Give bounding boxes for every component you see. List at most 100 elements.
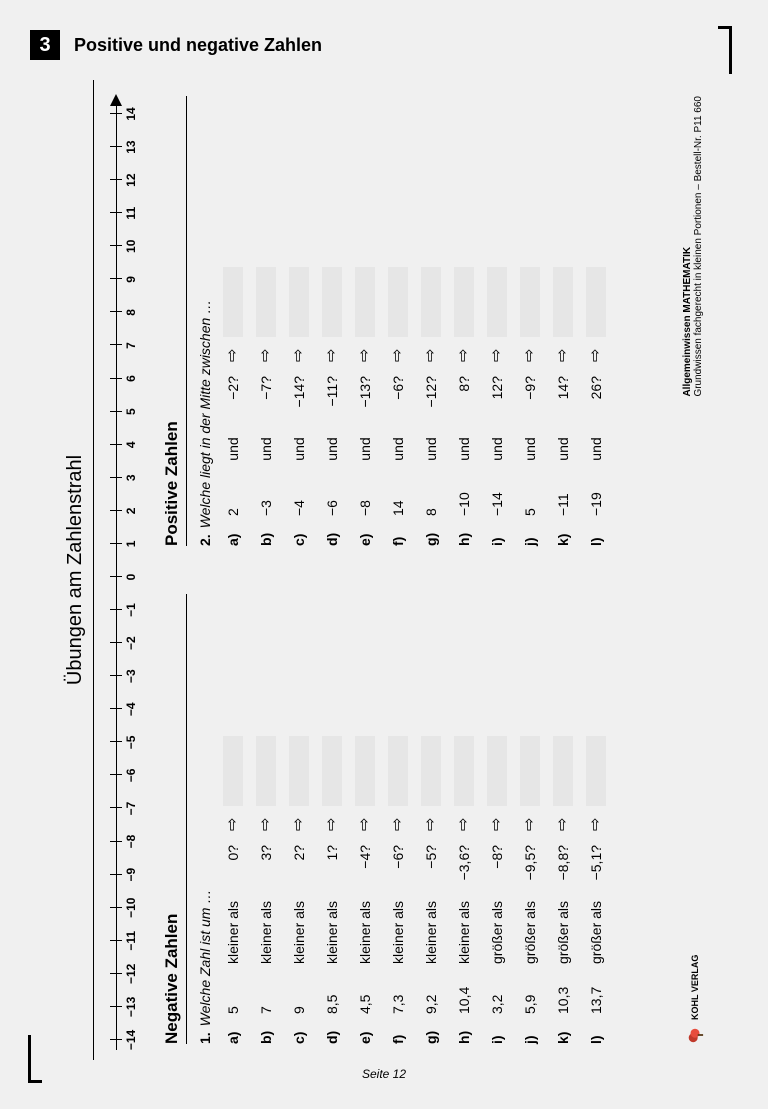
answer-blank <box>256 736 276 806</box>
arrow-right-icon: ⇨ <box>291 345 307 366</box>
number-line-label: 13 <box>124 140 138 153</box>
answer-blank <box>520 267 540 337</box>
row-value1: 7,3 <box>390 972 406 1014</box>
number-line-label: −9 <box>124 868 138 882</box>
answer-blank <box>520 736 540 806</box>
number-line-label: −7 <box>124 802 138 816</box>
answer-blank <box>586 267 606 337</box>
number-line-tick <box>110 1006 122 1007</box>
arrow-right-icon: ⇨ <box>258 345 274 366</box>
row-und: und <box>390 432 406 466</box>
number-line-tick <box>110 245 122 246</box>
number-line-tick <box>110 411 122 412</box>
row-relation: kleiner als <box>291 901 307 964</box>
row-label: e) <box>357 524 373 546</box>
answer-blank <box>355 267 375 337</box>
row-label: g) <box>423 1022 439 1044</box>
answer-blank <box>487 267 507 337</box>
row-und: und <box>357 432 373 466</box>
exercise-columns: Negative Zahlen 1.Welche Zahl ist um … a… <box>162 80 619 1060</box>
arrow-right-icon: ⇨ <box>423 814 439 835</box>
number-line-tick <box>110 741 122 742</box>
number-line-label: −1 <box>124 603 138 617</box>
exercise-row: h)10,4kleiner als−3,6?⇨ <box>454 594 474 1044</box>
row-value2: −8? <box>489 843 505 893</box>
row-value2: 2? <box>291 843 307 893</box>
question-text: Welche liegt in der Mitte zwischen … <box>197 300 213 529</box>
number-line-tick <box>110 510 122 511</box>
number-line-tick <box>110 609 122 610</box>
question-prompt: 2.Welche liegt in der Mitte zwischen … <box>197 96 213 546</box>
answer-blank <box>553 267 573 337</box>
row-label: e) <box>357 1022 373 1044</box>
answer-blank <box>322 736 342 806</box>
arrow-right-icon: ⇨ <box>291 814 307 835</box>
row-value1: 5,9 <box>522 972 538 1014</box>
exercise-row: i)3,2größer als−8?⇨ <box>487 594 507 1044</box>
row-relation: kleiner als <box>357 901 373 964</box>
row-label: b) <box>258 1022 274 1044</box>
number-line-label: −2 <box>124 636 138 650</box>
number-line-label: 10 <box>124 240 138 253</box>
corner-decoration-top-right <box>718 26 732 74</box>
number-line-label: 4 <box>124 441 138 448</box>
row-label: a) <box>225 1022 241 1044</box>
row-label: g) <box>423 524 439 546</box>
number-line: −14−13−12−11−10−9−8−7−6−5−4−3−2−10123456… <box>104 90 144 1050</box>
number-line-tick <box>110 278 122 279</box>
answer-blank <box>553 736 573 806</box>
number-line-tick <box>110 907 122 908</box>
number-line-label: 0 <box>124 574 138 581</box>
row-value1: 13,7 <box>588 972 604 1014</box>
number-line-label: 14 <box>124 107 138 120</box>
number-line-tick <box>110 543 122 544</box>
row-value1: −11 <box>555 474 571 516</box>
exercise-row: c)−4und−14?⇨ <box>289 96 309 546</box>
row-value2: 3? <box>258 843 274 893</box>
exercise-row: a)2und−2?⇨ <box>223 96 243 546</box>
publication-line2: Grundwissen fachgerecht in kleinen Porti… <box>693 96 704 397</box>
number-line-label: −4 <box>124 702 138 716</box>
publication-info: Allgemeinwissen MATHEMATIK Grundwissen f… <box>682 96 704 397</box>
question-text: Welche Zahl ist um … <box>197 890 213 1027</box>
answer-blank <box>322 267 342 337</box>
publisher-block: KOHL VERLAG <box>686 955 704 1044</box>
answer-blank <box>256 267 276 337</box>
exercise-row: f)14und−6?⇨ <box>388 96 408 546</box>
number-line-label: 3 <box>124 474 138 481</box>
row-value2: −8,8? <box>555 843 571 893</box>
column-positive: Positive Zahlen 2.Welche liegt in der Mi… <box>162 96 619 546</box>
exercise-row: j)5und−9?⇨ <box>520 96 540 546</box>
row-label: c) <box>291 524 307 546</box>
number-line-tick <box>110 642 122 643</box>
row-relation: größer als <box>522 901 538 964</box>
number-line-label: −5 <box>124 736 138 750</box>
row-value1: −6 <box>324 474 340 516</box>
row-label: f) <box>390 524 406 546</box>
number-line-tick <box>110 874 122 875</box>
row-value1: 2 <box>225 474 241 516</box>
exercise-row: f)7,3kleiner als−6?⇨ <box>388 594 408 1044</box>
arrow-right-icon: ⇨ <box>588 345 604 366</box>
row-value2: −2? <box>225 374 241 424</box>
row-label: l) <box>588 1022 604 1044</box>
answer-blank <box>586 736 606 806</box>
row-value2: −12? <box>423 374 439 424</box>
row-und: und <box>555 432 571 466</box>
answer-blank <box>289 267 309 337</box>
exercise-row: e)−8und−13?⇨ <box>355 96 375 546</box>
page: 3 Positive und negative Zahlen Übungen a… <box>0 0 768 1109</box>
row-value2: −9,5? <box>522 843 538 893</box>
answer-blank <box>454 267 474 337</box>
number-line-label: 8 <box>124 309 138 316</box>
row-value1: −19 <box>588 474 604 516</box>
row-und: und <box>489 432 505 466</box>
answer-blank <box>487 736 507 806</box>
number-line-tick <box>110 841 122 842</box>
answer-blank <box>289 736 309 806</box>
row-label: k) <box>555 1022 571 1044</box>
number-line-label: −3 <box>124 669 138 683</box>
answer-blank <box>421 736 441 806</box>
arrow-right-icon: ⇨ <box>225 814 241 835</box>
row-value1: −14 <box>489 474 505 516</box>
